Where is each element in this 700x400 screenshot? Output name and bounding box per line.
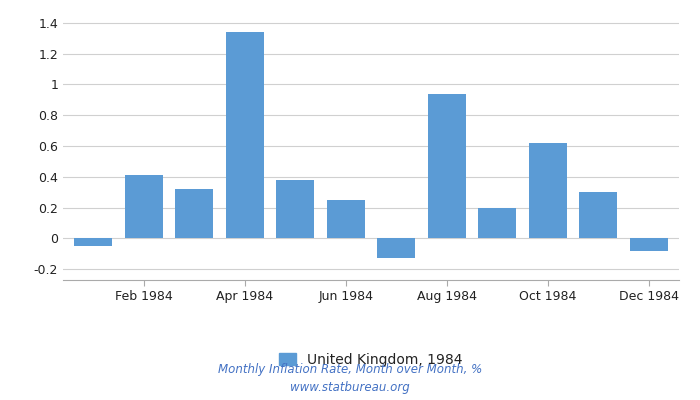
Bar <box>377 238 415 258</box>
Legend: United Kingdom, 1984: United Kingdom, 1984 <box>272 346 470 374</box>
Text: Monthly Inflation Rate, Month over Month, %: Monthly Inflation Rate, Month over Month… <box>218 364 482 376</box>
Bar <box>478 208 516 238</box>
Bar <box>74 238 112 246</box>
Text: www.statbureau.org: www.statbureau.org <box>290 382 410 394</box>
Bar <box>580 192 617 238</box>
Bar <box>327 200 365 238</box>
Bar <box>528 143 567 238</box>
Bar <box>630 238 668 251</box>
Bar <box>226 32 264 238</box>
Bar <box>175 189 214 238</box>
Bar <box>428 94 466 238</box>
Bar <box>276 180 314 238</box>
Bar <box>125 175 162 238</box>
